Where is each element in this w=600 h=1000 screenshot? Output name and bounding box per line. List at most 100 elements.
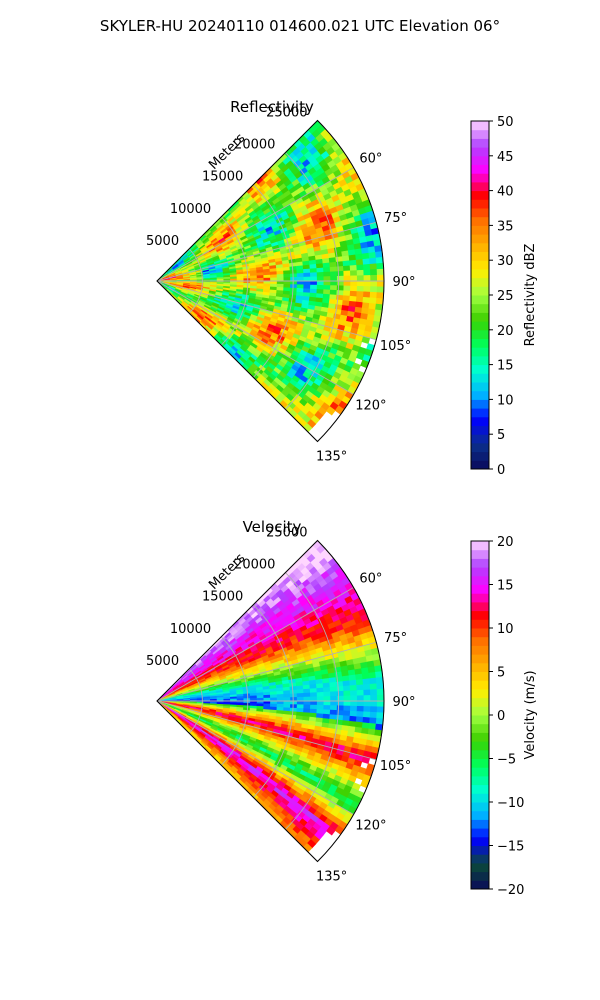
range-bin xyxy=(296,276,305,282)
range-bin xyxy=(350,690,358,697)
range-bin xyxy=(362,678,371,686)
range-bin xyxy=(356,695,365,702)
colorbar-segment xyxy=(471,190,489,200)
range-bin xyxy=(310,700,318,706)
range-bin xyxy=(363,689,371,696)
colorbar-segment xyxy=(471,593,489,603)
range-bin xyxy=(375,676,384,685)
colorbar-tick-label: 50 xyxy=(497,115,514,130)
range-bin xyxy=(342,680,351,687)
range-bin xyxy=(303,696,311,702)
range-bin xyxy=(375,671,384,679)
sector-field xyxy=(156,540,385,853)
range-bin xyxy=(330,271,338,277)
range-bin xyxy=(349,684,358,692)
range-bin xyxy=(362,258,371,266)
colorbar-segment xyxy=(471,854,489,864)
panel-title: Velocity xyxy=(243,518,302,536)
range-bin xyxy=(330,695,338,702)
colorbar-segment xyxy=(471,364,489,374)
range-bin xyxy=(316,271,325,278)
range-bin xyxy=(323,691,331,697)
colorbar-segment xyxy=(471,802,489,812)
range-bin xyxy=(369,683,378,691)
colorbar-segment xyxy=(471,575,489,585)
range-bin xyxy=(375,256,384,265)
range-bin xyxy=(376,694,385,702)
azimuth-gridline xyxy=(156,221,377,282)
colorbar-segment xyxy=(471,181,489,192)
colorbar-segment xyxy=(471,303,489,313)
colorbar-tick-label: 15 xyxy=(497,579,514,594)
colorbar-segment xyxy=(471,680,489,690)
range-bin xyxy=(363,269,371,276)
colorbar-segment xyxy=(471,549,489,559)
range-bin xyxy=(323,280,331,286)
colorbar-segment xyxy=(471,619,489,629)
colorbar-tick-label: 25 xyxy=(497,289,514,304)
range-bin xyxy=(355,679,364,686)
colorbar-segment xyxy=(471,784,489,794)
colorbar-segment xyxy=(471,836,489,846)
range-bin xyxy=(369,257,377,265)
range-bin xyxy=(376,682,385,690)
colorbar-segment xyxy=(471,399,489,409)
range-bin xyxy=(303,284,311,290)
range-bin xyxy=(363,711,371,719)
range-bin xyxy=(310,272,318,278)
range-bin xyxy=(322,262,331,269)
range-bin xyxy=(283,693,291,698)
range-bin xyxy=(370,700,378,708)
colorbar: 0 5 10 15 20 25 30 35 40 45 50 Reflectivity dBZ xyxy=(470,115,538,478)
range-bin xyxy=(290,693,298,698)
range-bin xyxy=(369,263,378,271)
range-bin xyxy=(350,275,358,282)
range-bin xyxy=(316,691,325,698)
colorbar-segment xyxy=(471,373,489,383)
colorbar-tick-label: 5 xyxy=(497,428,505,443)
colorbar-segment xyxy=(471,173,489,183)
range-bin xyxy=(349,264,358,272)
colorbar-segment xyxy=(471,662,489,672)
colorbar-segment xyxy=(471,216,489,226)
range-bin xyxy=(375,297,384,306)
range-bin xyxy=(329,289,338,296)
colorbar-segment xyxy=(471,758,489,768)
range-bin xyxy=(276,697,285,702)
range-bin xyxy=(296,280,305,286)
range-bin xyxy=(303,268,311,274)
range-bin xyxy=(290,273,298,278)
range-bin xyxy=(323,267,331,273)
range-bin xyxy=(350,270,358,277)
colorbar-segment xyxy=(471,715,489,725)
range-bin xyxy=(276,274,285,279)
range-bin xyxy=(270,277,278,282)
range-bin xyxy=(289,689,298,695)
range-bin xyxy=(316,696,325,702)
range-bin xyxy=(361,672,370,680)
range-bin xyxy=(350,285,358,292)
azimuth-tick-label: 75° xyxy=(384,211,407,226)
colorbar-tick-label: 5 xyxy=(497,666,505,681)
colorbar-tick-label: 10 xyxy=(497,393,514,408)
azimuth-tick-label: 105° xyxy=(380,759,411,774)
colorbar-tick-label: 0 xyxy=(497,709,505,724)
colorbar-segment xyxy=(471,260,489,270)
range-bin xyxy=(296,689,305,694)
range-bin xyxy=(316,276,325,282)
colorbar-segment xyxy=(471,355,489,366)
colorbar-segment xyxy=(471,129,489,139)
range-bin xyxy=(303,276,311,282)
range-tick-label: 15000 xyxy=(202,590,243,605)
range-bin xyxy=(370,706,378,713)
range-bin xyxy=(343,285,351,292)
colorbar-segment xyxy=(471,268,489,279)
range-bin xyxy=(296,284,305,290)
range-bin xyxy=(330,705,338,711)
range-bin xyxy=(310,284,318,290)
colorbar-segment xyxy=(471,610,489,620)
range-bin xyxy=(363,286,371,293)
azimuth-tick-label: 105° xyxy=(380,339,411,354)
range-bin xyxy=(270,697,278,702)
